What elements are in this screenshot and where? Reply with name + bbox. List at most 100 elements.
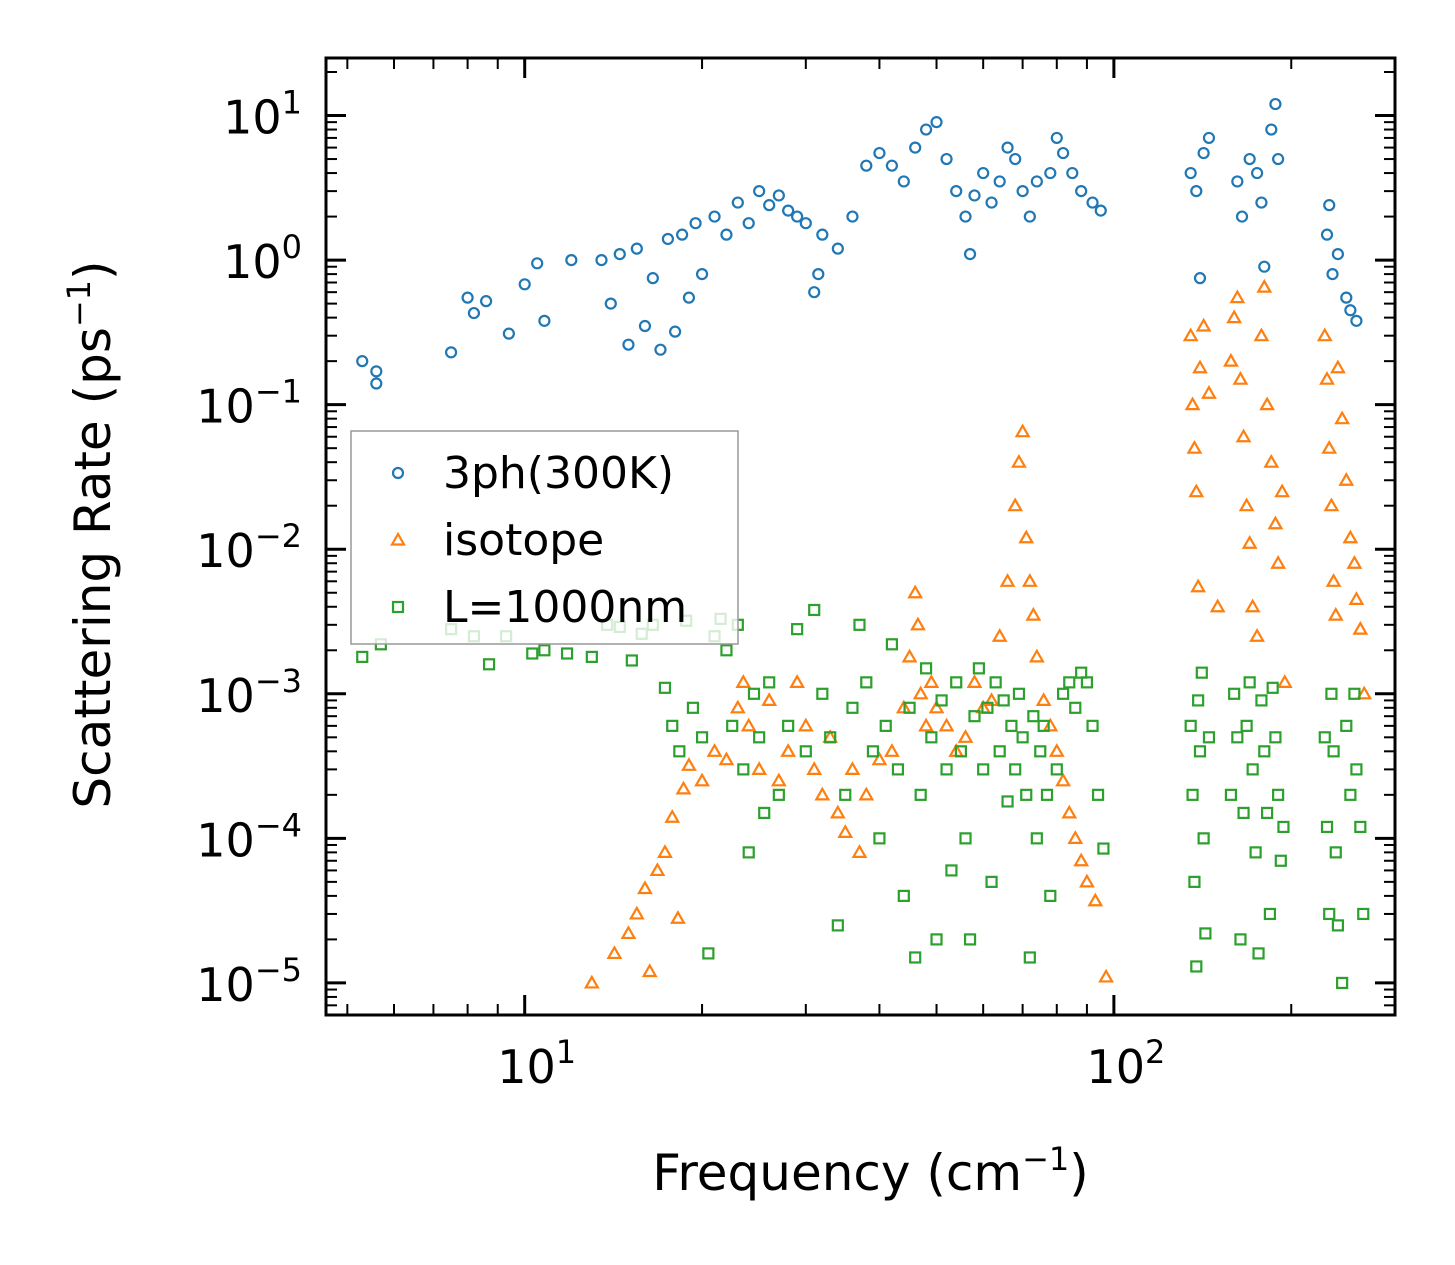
data-point	[718, 751, 735, 766]
data-point	[1197, 832, 1210, 845]
data-point	[885, 159, 899, 172]
data-point	[912, 685, 929, 700]
data-point	[782, 204, 795, 217]
data-point	[897, 889, 910, 902]
data-point	[1276, 674, 1293, 688]
data-point	[1269, 97, 1282, 111]
data-point	[720, 644, 733, 657]
data-point	[950, 676, 963, 689]
data-point	[1228, 687, 1241, 700]
data-point	[1182, 327, 1199, 342]
data-point	[829, 804, 846, 819]
data-point	[1265, 123, 1278, 136]
data-point	[1009, 763, 1022, 776]
data-point	[871, 751, 888, 766]
data-point	[747, 687, 761, 700]
data-point	[686, 701, 700, 714]
data-point	[1097, 842, 1110, 855]
data-point	[1319, 370, 1335, 385]
data-point	[731, 196, 744, 209]
data-point	[595, 253, 608, 267]
data-point	[873, 832, 886, 845]
data-point	[666, 719, 679, 732]
data-point	[1188, 483, 1205, 498]
data-point	[991, 628, 1008, 642]
data-point	[945, 864, 958, 877]
data-point	[1340, 719, 1353, 732]
data-point	[959, 832, 972, 845]
legend-marker	[391, 600, 405, 614]
series-2	[356, 603, 1370, 990]
data-point	[1270, 555, 1287, 569]
data-point	[963, 248, 977, 261]
data-point	[1014, 423, 1031, 438]
data-point	[518, 278, 531, 291]
data-point	[866, 745, 880, 758]
data-point	[930, 116, 943, 129]
data-point	[1048, 743, 1065, 757]
data-point	[1016, 185, 1029, 198]
data-point	[370, 365, 383, 378]
y-axis-label: Scattering Rate (ps−1)	[60, 260, 122, 808]
data-point	[1202, 131, 1216, 145]
tick-label: 101	[497, 1033, 576, 1094]
data-point	[480, 295, 493, 308]
data-point	[1067, 830, 1084, 844]
data-point	[1258, 260, 1271, 273]
data-point	[950, 185, 963, 198]
data-point	[1350, 314, 1363, 327]
data-point	[761, 692, 778, 707]
legend-label: 3ph(300K)	[443, 448, 674, 499]
data-point	[1323, 907, 1336, 921]
data-point	[957, 729, 974, 743]
data-point	[1344, 788, 1357, 801]
data-point	[1238, 497, 1255, 512]
data-point	[1323, 199, 1336, 212]
data-point	[720, 228, 733, 241]
data-point	[585, 650, 598, 663]
data-point	[1223, 352, 1239, 367]
data-point	[538, 314, 551, 327]
data-point	[1224, 788, 1238, 801]
series-1	[583, 278, 1373, 989]
data-point	[1252, 947, 1265, 960]
data-point	[858, 786, 875, 801]
data-point	[925, 731, 938, 744]
tick-labels: 101 102 101 100 10−1 10−2 10−3 10−4 10−5	[196, 84, 1165, 1094]
data-point	[782, 719, 795, 732]
data-point	[641, 963, 658, 978]
tick-label: 100	[223, 228, 302, 289]
data-point	[1086, 719, 1099, 732]
data-point	[1263, 907, 1277, 921]
data-point	[799, 217, 812, 230]
data-point	[808, 603, 821, 617]
data-point	[1023, 951, 1036, 964]
data-point	[461, 291, 474, 304]
data-point	[1021, 573, 1038, 587]
data-point	[1244, 598, 1261, 613]
data-point	[1184, 719, 1197, 732]
data-point	[625, 654, 638, 667]
data-point	[968, 189, 981, 202]
data-point	[1256, 278, 1273, 293]
data-point	[897, 175, 910, 188]
data-point	[1327, 606, 1344, 621]
data-point	[654, 343, 667, 356]
data-point	[1018, 529, 1035, 544]
data-point	[606, 945, 623, 960]
data-point	[729, 699, 746, 714]
data-point	[706, 743, 723, 757]
legend-marker	[390, 531, 406, 546]
data-point	[1011, 453, 1027, 468]
data-point	[1190, 185, 1203, 198]
data-point	[675, 780, 692, 795]
data-point	[1028, 648, 1045, 663]
data-point	[1087, 892, 1104, 907]
data-point	[919, 123, 933, 136]
data-point	[1232, 370, 1249, 385]
data-point	[1348, 591, 1365, 605]
data-point	[837, 824, 854, 838]
data-point	[1190, 578, 1207, 593]
data-point	[628, 905, 645, 920]
data-point	[467, 306, 481, 320]
